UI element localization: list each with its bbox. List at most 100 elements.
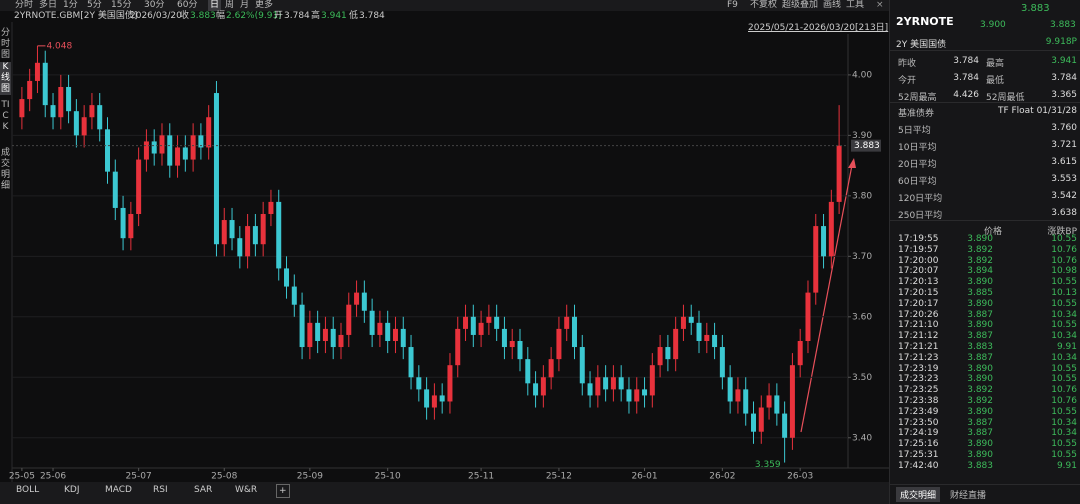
- period-tab[interactable]: 日: [208, 0, 222, 11]
- indicator-tab[interactable]: KDJ: [64, 485, 80, 495]
- period-tab[interactable]: 60分: [177, 0, 198, 10]
- header-date: 2026/03/20: [130, 11, 182, 21]
- header-low: 3.784: [359, 11, 385, 21]
- trade-bp: 10.76: [1051, 396, 1077, 406]
- candle-body: [649, 365, 655, 396]
- trade-time: 17:23:50: [898, 417, 939, 428]
- candle-body: [276, 201, 282, 269]
- period-tab[interactable]: 30分: [144, 0, 165, 10]
- side-tab[interactable]: K线图: [0, 62, 11, 95]
- tool-button[interactable]: 不复权: [750, 0, 778, 10]
- period-tab[interactable]: 1分: [63, 0, 78, 10]
- candle-body: [206, 117, 212, 148]
- candle-body: [766, 395, 772, 408]
- candle-body: [260, 213, 266, 245]
- trade-bp: 10.34: [1051, 331, 1077, 342]
- trade-time: 17:20:13: [898, 277, 939, 288]
- y-tick-label: 3.60: [852, 312, 872, 322]
- divider: [890, 102, 1080, 103]
- trade-bp: 10.98: [1051, 266, 1077, 277]
- candle-body: [665, 347, 671, 360]
- candle-body: [735, 389, 741, 402]
- side-tab[interactable]: 分时图: [0, 28, 10, 60]
- trade-time: 17:25:16: [898, 439, 939, 450]
- candle-body: [58, 86, 64, 118]
- candle-body: [828, 201, 834, 257]
- trade-bp: 10.55: [1051, 234, 1077, 244]
- quote-label: 最低: [986, 76, 1005, 86]
- quote-label: 昨收: [898, 59, 917, 69]
- candle-body: [821, 226, 827, 257]
- avg-label: 120日平均: [898, 194, 943, 204]
- indicator-tab[interactable]: RSI: [153, 485, 168, 495]
- candle-body: [501, 328, 507, 348]
- candle-body: [89, 105, 95, 118]
- candle-body: [284, 268, 290, 287]
- candle-body: [361, 292, 367, 311]
- trade-price: 3.894: [967, 266, 993, 277]
- period-tab[interactable]: 更多: [255, 0, 274, 10]
- header-open-label: 开: [274, 11, 284, 21]
- trade-price: 3.890: [967, 406, 993, 417]
- indicator-tab[interactable]: MACD: [105, 485, 132, 495]
- toolbar-bg: [0, 0, 889, 11]
- avg-value: 3.721: [1051, 140, 1077, 150]
- candle-body: [797, 340, 803, 366]
- candle-body: [136, 159, 142, 214]
- tool-button[interactable]: 工具: [846, 0, 865, 10]
- period-tab[interactable]: 月: [240, 0, 250, 10]
- candle-body: [774, 395, 780, 414]
- x-tick-label: 25-08: [211, 472, 237, 482]
- candle-body: [642, 389, 648, 396]
- indicator-tab[interactable]: W&R: [235, 485, 258, 495]
- x-tick-label: 26-01: [631, 472, 657, 482]
- candle-body: [431, 395, 437, 408]
- tool-button[interactable]: 画线: [823, 0, 842, 10]
- x-tick-label: 25-09: [297, 472, 323, 482]
- candle-body: [354, 292, 360, 305]
- candle-body: [789, 365, 795, 438]
- candle-body: [97, 105, 103, 130]
- period-tab[interactable]: 5分: [87, 0, 102, 10]
- trade-price: 3.883: [967, 342, 993, 352]
- trade-bp: 10.55: [1051, 439, 1077, 450]
- indicator-tab[interactable]: BOLL: [16, 485, 40, 495]
- avg-label: 60日平均: [898, 177, 937, 187]
- side-tab[interactable]: 成交明细: [0, 148, 10, 191]
- trade-time: 17:21:23: [898, 352, 939, 363]
- indicator-tab[interactable]: SAR: [194, 485, 213, 495]
- candle-body: [525, 359, 531, 384]
- trade-bp: 9.91: [1056, 342, 1077, 352]
- header-change-label: 幅: [216, 11, 226, 21]
- avg-value: 3.615: [1051, 157, 1077, 167]
- candle-body: [680, 316, 686, 329]
- header-close-label: 收: [180, 11, 190, 21]
- side-tab[interactable]: TICK: [1, 100, 10, 132]
- period-tab[interactable]: 多日: [39, 0, 58, 10]
- trade-time: 17:23:19: [898, 363, 939, 374]
- panel-tab[interactable]: 成交明细: [896, 487, 941, 502]
- candle-body: [167, 135, 173, 166]
- x-tick-label: 25-07: [126, 472, 152, 482]
- period-tab[interactable]: 15分: [111, 0, 132, 10]
- indicator-tab[interactable]: +: [276, 484, 290, 498]
- trade-price: 3.887: [967, 428, 993, 439]
- period-tab[interactable]: 周: [225, 0, 235, 10]
- trade-bp: 10.13: [1051, 288, 1077, 298]
- panel-tab[interactable]: 财经直播: [950, 491, 987, 501]
- ask-price: 3.883: [1050, 20, 1076, 30]
- divider: [890, 484, 1080, 485]
- candle-body: [758, 407, 764, 432]
- quote-value: 3.941: [1051, 56, 1077, 66]
- candle-body: [229, 220, 235, 239]
- period-tab[interactable]: 分时: [15, 0, 34, 10]
- trade-price: 3.890: [967, 277, 993, 288]
- candle-body: [291, 286, 297, 305]
- candle-body: [182, 147, 188, 160]
- trade-bp: 9.91: [1056, 460, 1077, 471]
- tool-button[interactable]: F9: [727, 0, 738, 10]
- candle-body: [408, 347, 414, 378]
- trade-bp: 10.55: [1051, 277, 1077, 288]
- tool-button[interactable]: 超级叠加: [782, 0, 819, 10]
